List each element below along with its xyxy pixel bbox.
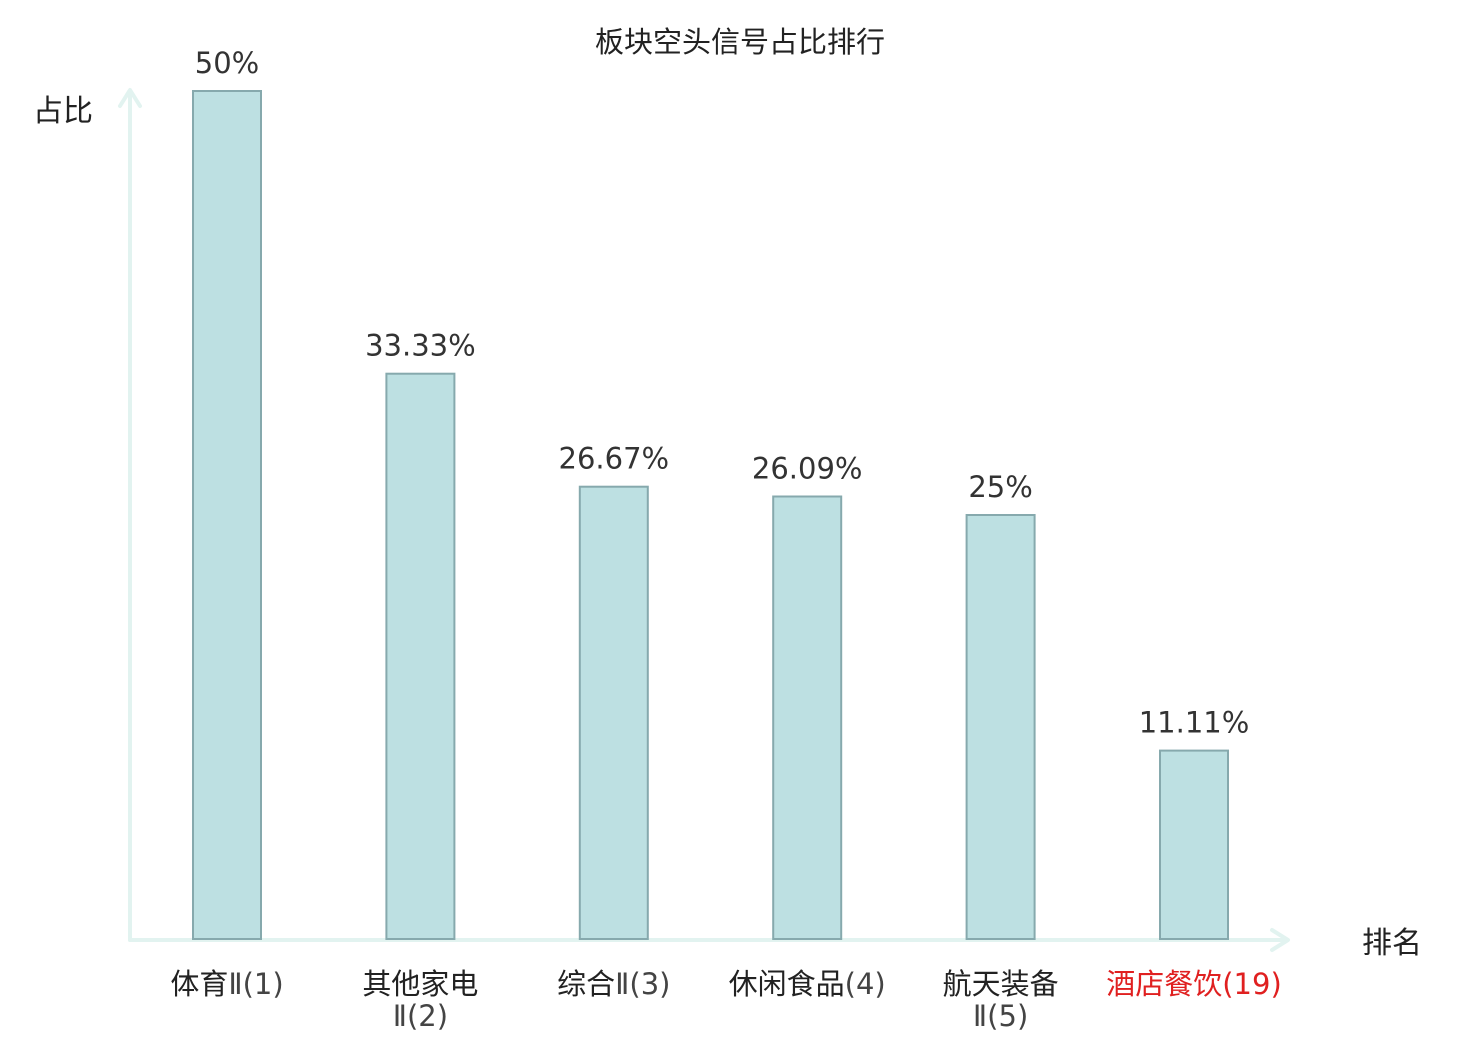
category-label: 休闲食品(4) xyxy=(729,967,886,1001)
category-label: 体育Ⅱ(1) xyxy=(170,967,283,1001)
bar-value-label: 33.33% xyxy=(365,329,476,363)
bar-value-label: 26.67% xyxy=(559,442,670,476)
x-axis: 排名 xyxy=(128,926,1422,961)
bar xyxy=(965,514,1036,940)
bar xyxy=(1159,749,1229,940)
bar-value-label: 11.11% xyxy=(1139,706,1250,740)
bar-value-label: 50% xyxy=(195,46,259,80)
y-axis-arrow xyxy=(118,88,142,108)
bar-value-label: 25% xyxy=(968,470,1032,504)
x-axis-label: 排名 xyxy=(1362,926,1422,961)
bar-value-label: 26.09% xyxy=(752,452,863,486)
bar xyxy=(192,90,262,940)
y-axis-label: 占比 xyxy=(33,94,93,129)
value-labels: 50% 33.33% 26.67% 26.09% 25% 11.11% xyxy=(195,46,1250,740)
category-label: 航天装备 Ⅱ(5) xyxy=(943,967,1059,1033)
bar xyxy=(385,372,456,940)
category-label: 综合Ⅱ(3) xyxy=(557,967,670,1001)
category-label: 酒店餐饮(19) xyxy=(1106,967,1282,1001)
bars xyxy=(192,90,1229,940)
y-axis: 占比 xyxy=(33,88,142,942)
chart-title: 板块空头信号占比排行 xyxy=(595,25,885,59)
category-labels: 体育Ⅱ(1) 其他家电 Ⅱ(2) 综合Ⅱ(3) 休闲食品(4) 航天装备 Ⅱ(5) 酒店餐饮(… xyxy=(170,967,1281,1033)
bar xyxy=(578,485,649,940)
bar xyxy=(772,495,843,940)
x-axis-arrow xyxy=(1270,928,1290,952)
category-label: 其他家电 Ⅱ(2) xyxy=(362,967,478,1033)
